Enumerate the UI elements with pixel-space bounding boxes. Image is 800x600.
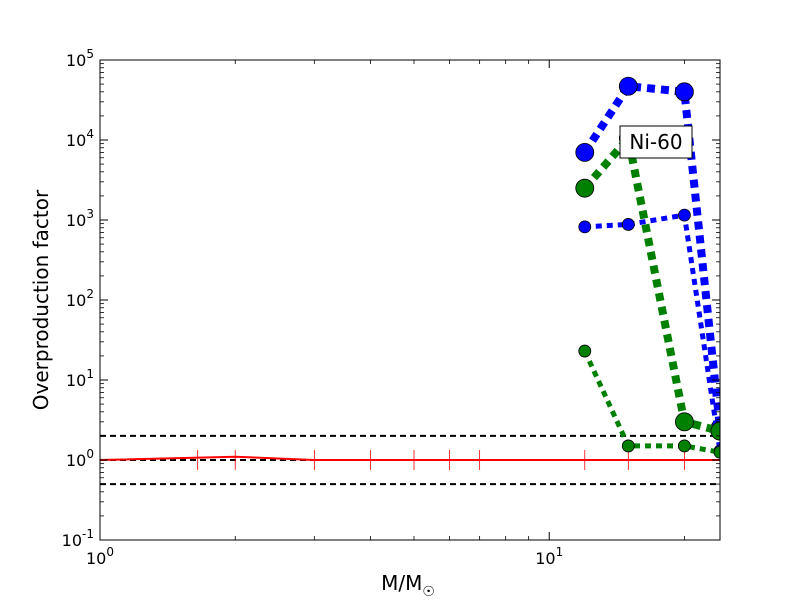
series-2-point-0 xyxy=(575,142,595,162)
y-tick-label-4: 103 xyxy=(66,207,94,230)
series-5-point-1 xyxy=(621,439,635,453)
y-axis-label: Overproduction factor xyxy=(29,189,53,410)
y-tick-label-3: 102 xyxy=(66,287,94,310)
series-5-point-3 xyxy=(713,445,720,459)
series-4-line xyxy=(581,129,720,435)
series-5-point-0 xyxy=(578,344,592,358)
series-3-point-0 xyxy=(578,220,592,234)
x-tick-label-0: 100 xyxy=(86,545,114,568)
series-2-point-2 xyxy=(675,82,694,102)
series-5-point-2 xyxy=(678,439,691,453)
y-tick-label-0: 10-1 xyxy=(62,527,94,550)
annotation-label: Ni-60 xyxy=(629,130,682,154)
y-tick-label-6: 105 xyxy=(66,47,94,70)
series-2-point-1 xyxy=(618,76,638,96)
series-4-point-2 xyxy=(675,412,694,432)
y-tick-label-1: 100 xyxy=(66,447,94,470)
series-3-point-2 xyxy=(678,208,691,222)
y-tick-label-2: 101 xyxy=(66,367,94,390)
x-tick-label-1: 101 xyxy=(535,545,563,568)
y-tick-label-5: 104 xyxy=(66,127,94,150)
x-axis-label: M/M☉ xyxy=(381,571,435,600)
series-5-line xyxy=(582,350,720,455)
annotation-box: Ni-60 xyxy=(619,125,693,159)
series-3-point-1 xyxy=(621,218,635,231)
series-4-point-0 xyxy=(575,178,595,198)
